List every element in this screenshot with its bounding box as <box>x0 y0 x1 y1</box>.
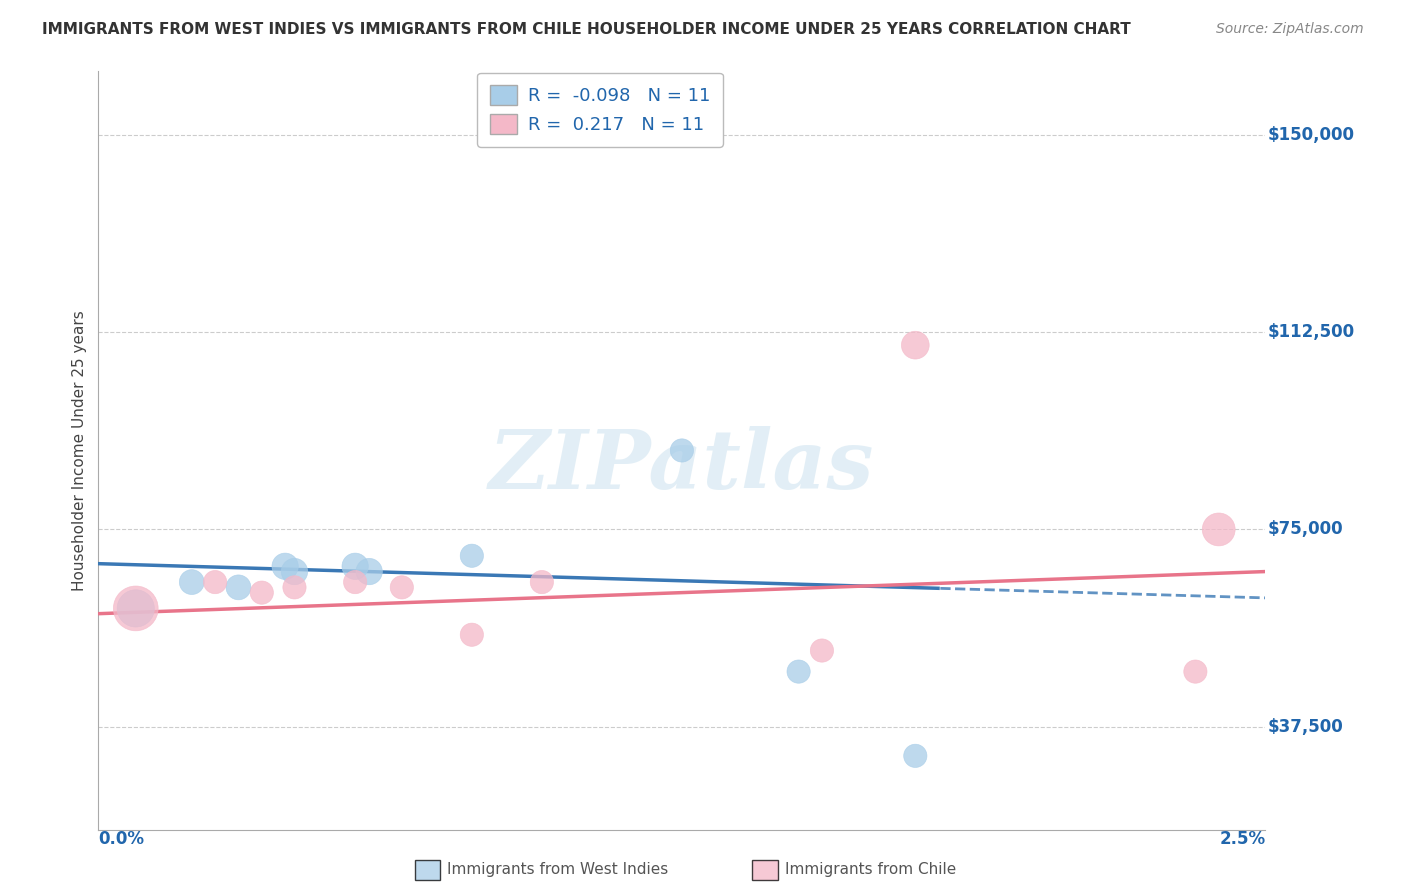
Text: 2.5%: 2.5% <box>1219 830 1265 847</box>
Text: $37,500: $37,500 <box>1268 718 1344 736</box>
Text: $112,500: $112,500 <box>1268 323 1355 341</box>
Point <box>204 575 226 590</box>
Point <box>787 665 810 679</box>
Point <box>180 575 202 590</box>
Text: ZIPatlas: ZIPatlas <box>489 425 875 506</box>
Y-axis label: Householder Income Under 25 years: Householder Income Under 25 years <box>72 310 87 591</box>
Text: IMMIGRANTS FROM WEST INDIES VS IMMIGRANTS FROM CHILE HOUSEHOLDER INCOME UNDER 25: IMMIGRANTS FROM WEST INDIES VS IMMIGRANT… <box>42 22 1130 37</box>
Point <box>461 628 484 642</box>
Point <box>904 748 927 763</box>
Text: Immigrants from West Indies: Immigrants from West Indies <box>447 863 668 877</box>
Point <box>530 575 553 590</box>
Point <box>344 559 367 574</box>
Text: Source: ZipAtlas.com: Source: ZipAtlas.com <box>1216 22 1364 37</box>
Point <box>671 443 693 458</box>
Point <box>811 643 834 657</box>
Point <box>274 559 297 574</box>
Text: Immigrants from Chile: Immigrants from Chile <box>785 863 956 877</box>
Legend: R =  -0.098   N = 11, R =  0.217   N = 11: R = -0.098 N = 11, R = 0.217 N = 11 <box>478 73 723 147</box>
Point <box>283 565 305 579</box>
Point <box>904 338 927 352</box>
Point <box>125 601 148 615</box>
Point <box>125 601 148 615</box>
Point <box>391 580 413 594</box>
Point <box>283 580 305 594</box>
Point <box>359 565 381 579</box>
Point <box>461 549 484 563</box>
Point <box>344 575 367 590</box>
Text: 0.0%: 0.0% <box>98 830 145 847</box>
Point <box>250 585 273 599</box>
Text: $75,000: $75,000 <box>1268 520 1343 539</box>
Point <box>1208 523 1230 537</box>
Text: $150,000: $150,000 <box>1268 126 1355 144</box>
Point <box>1184 665 1206 679</box>
Point <box>228 580 250 594</box>
